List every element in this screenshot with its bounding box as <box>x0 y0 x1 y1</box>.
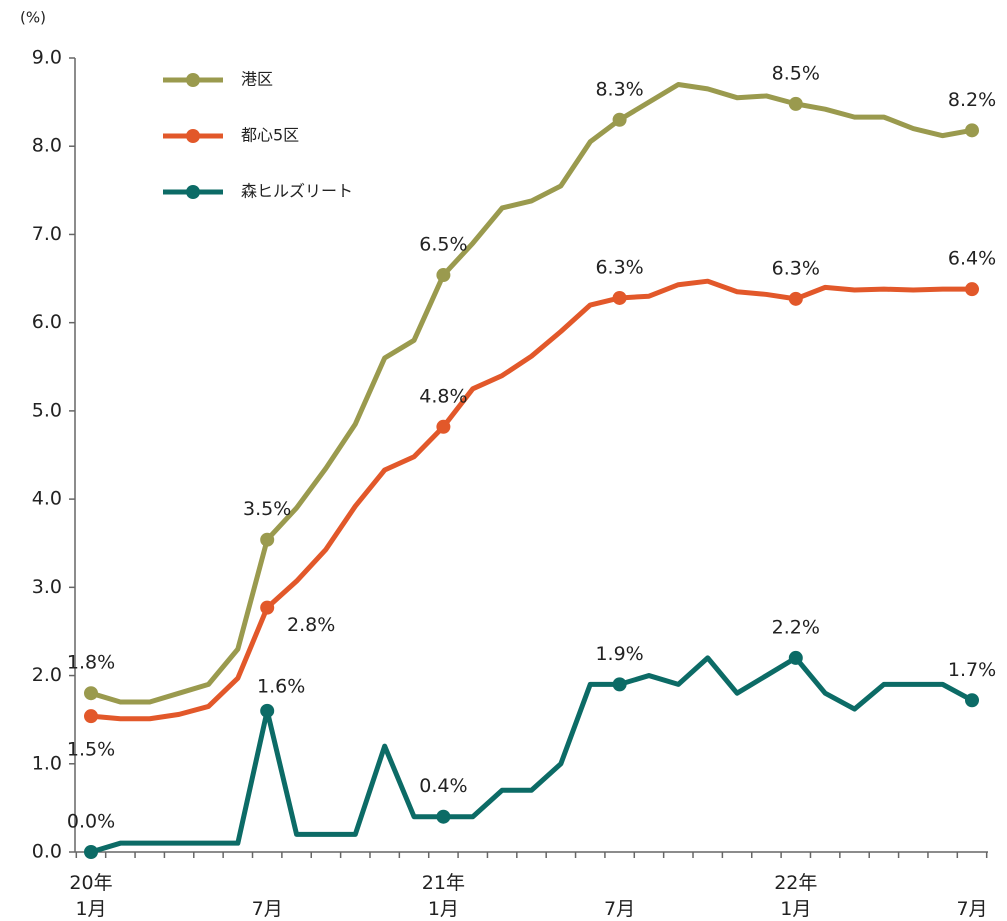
data-label: 8.5% <box>772 62 820 84</box>
data-label: 0.0% <box>67 811 115 833</box>
data-point <box>612 677 627 692</box>
x-tick-label: 21年 1月 <box>421 872 465 920</box>
data-label: 1.8% <box>67 652 115 674</box>
data-point <box>84 686 98 701</box>
data-point <box>612 112 627 127</box>
data-point <box>612 290 627 305</box>
data-point <box>788 96 803 111</box>
data-label: 4.8% <box>419 385 467 407</box>
data-label: 6.3% <box>595 256 643 278</box>
x-tick-label: 7月 <box>956 898 988 920</box>
x-tick-label: 7月 <box>604 898 636 920</box>
data-label: 8.2% <box>948 89 996 111</box>
y-tick-label: 9.0 <box>32 47 62 69</box>
data-label: 0.4% <box>419 775 467 797</box>
legend-label: 都心5区 <box>241 126 299 145</box>
data-label: 8.3% <box>595 78 643 100</box>
data-label: 6.3% <box>772 257 820 279</box>
y-tick-label: 1.0 <box>32 752 62 774</box>
legend-label: 港区 <box>241 70 273 89</box>
series-line <box>90 278 972 722</box>
series-line <box>90 655 974 855</box>
data-point <box>84 709 98 724</box>
data-point <box>965 693 979 708</box>
data-point <box>436 809 451 824</box>
y-tick-label: 3.0 <box>32 576 62 598</box>
data-label: 2.8% <box>287 614 335 636</box>
data-label: 1.9% <box>595 643 643 665</box>
data-point <box>965 282 979 297</box>
legend-marker <box>186 185 200 199</box>
data-label: 1.7% <box>948 659 996 681</box>
data-point <box>788 291 803 306</box>
legend-label: 森ヒルズリート <box>241 182 353 201</box>
x-tick-label: 20年 1月 <box>69 872 113 920</box>
y-tick-label: 7.0 <box>32 223 62 245</box>
data-point <box>84 845 98 859</box>
legend-marker <box>186 129 200 143</box>
data-point <box>788 650 803 665</box>
y-axis-unit: (%) <box>20 9 46 27</box>
y-tick-label: 5.0 <box>32 399 62 421</box>
data-point <box>260 600 275 615</box>
y-tick-label: 6.0 <box>32 311 62 333</box>
data-label: 1.6% <box>257 675 305 697</box>
x-tick-label: 22年 1月 <box>774 872 818 920</box>
data-point <box>260 703 275 718</box>
data-point <box>436 419 451 434</box>
y-tick-label: 8.0 <box>32 135 62 157</box>
data-point <box>965 123 979 138</box>
x-tick-label: 7月 <box>251 898 283 920</box>
legend-marker <box>186 73 200 87</box>
y-tick-label: 4.0 <box>32 488 62 510</box>
data-label: 2.2% <box>772 616 820 638</box>
data-label: 6.4% <box>948 248 996 270</box>
data-point <box>260 532 275 547</box>
data-label: 3.5% <box>243 498 291 520</box>
y-tick-label: 0.0 <box>32 841 62 863</box>
data-point <box>436 268 451 283</box>
data-label: 1.5% <box>67 739 115 761</box>
series-line <box>90 81 973 705</box>
data-label: 6.5% <box>419 234 467 256</box>
y-tick-label: 2.0 <box>32 664 62 686</box>
